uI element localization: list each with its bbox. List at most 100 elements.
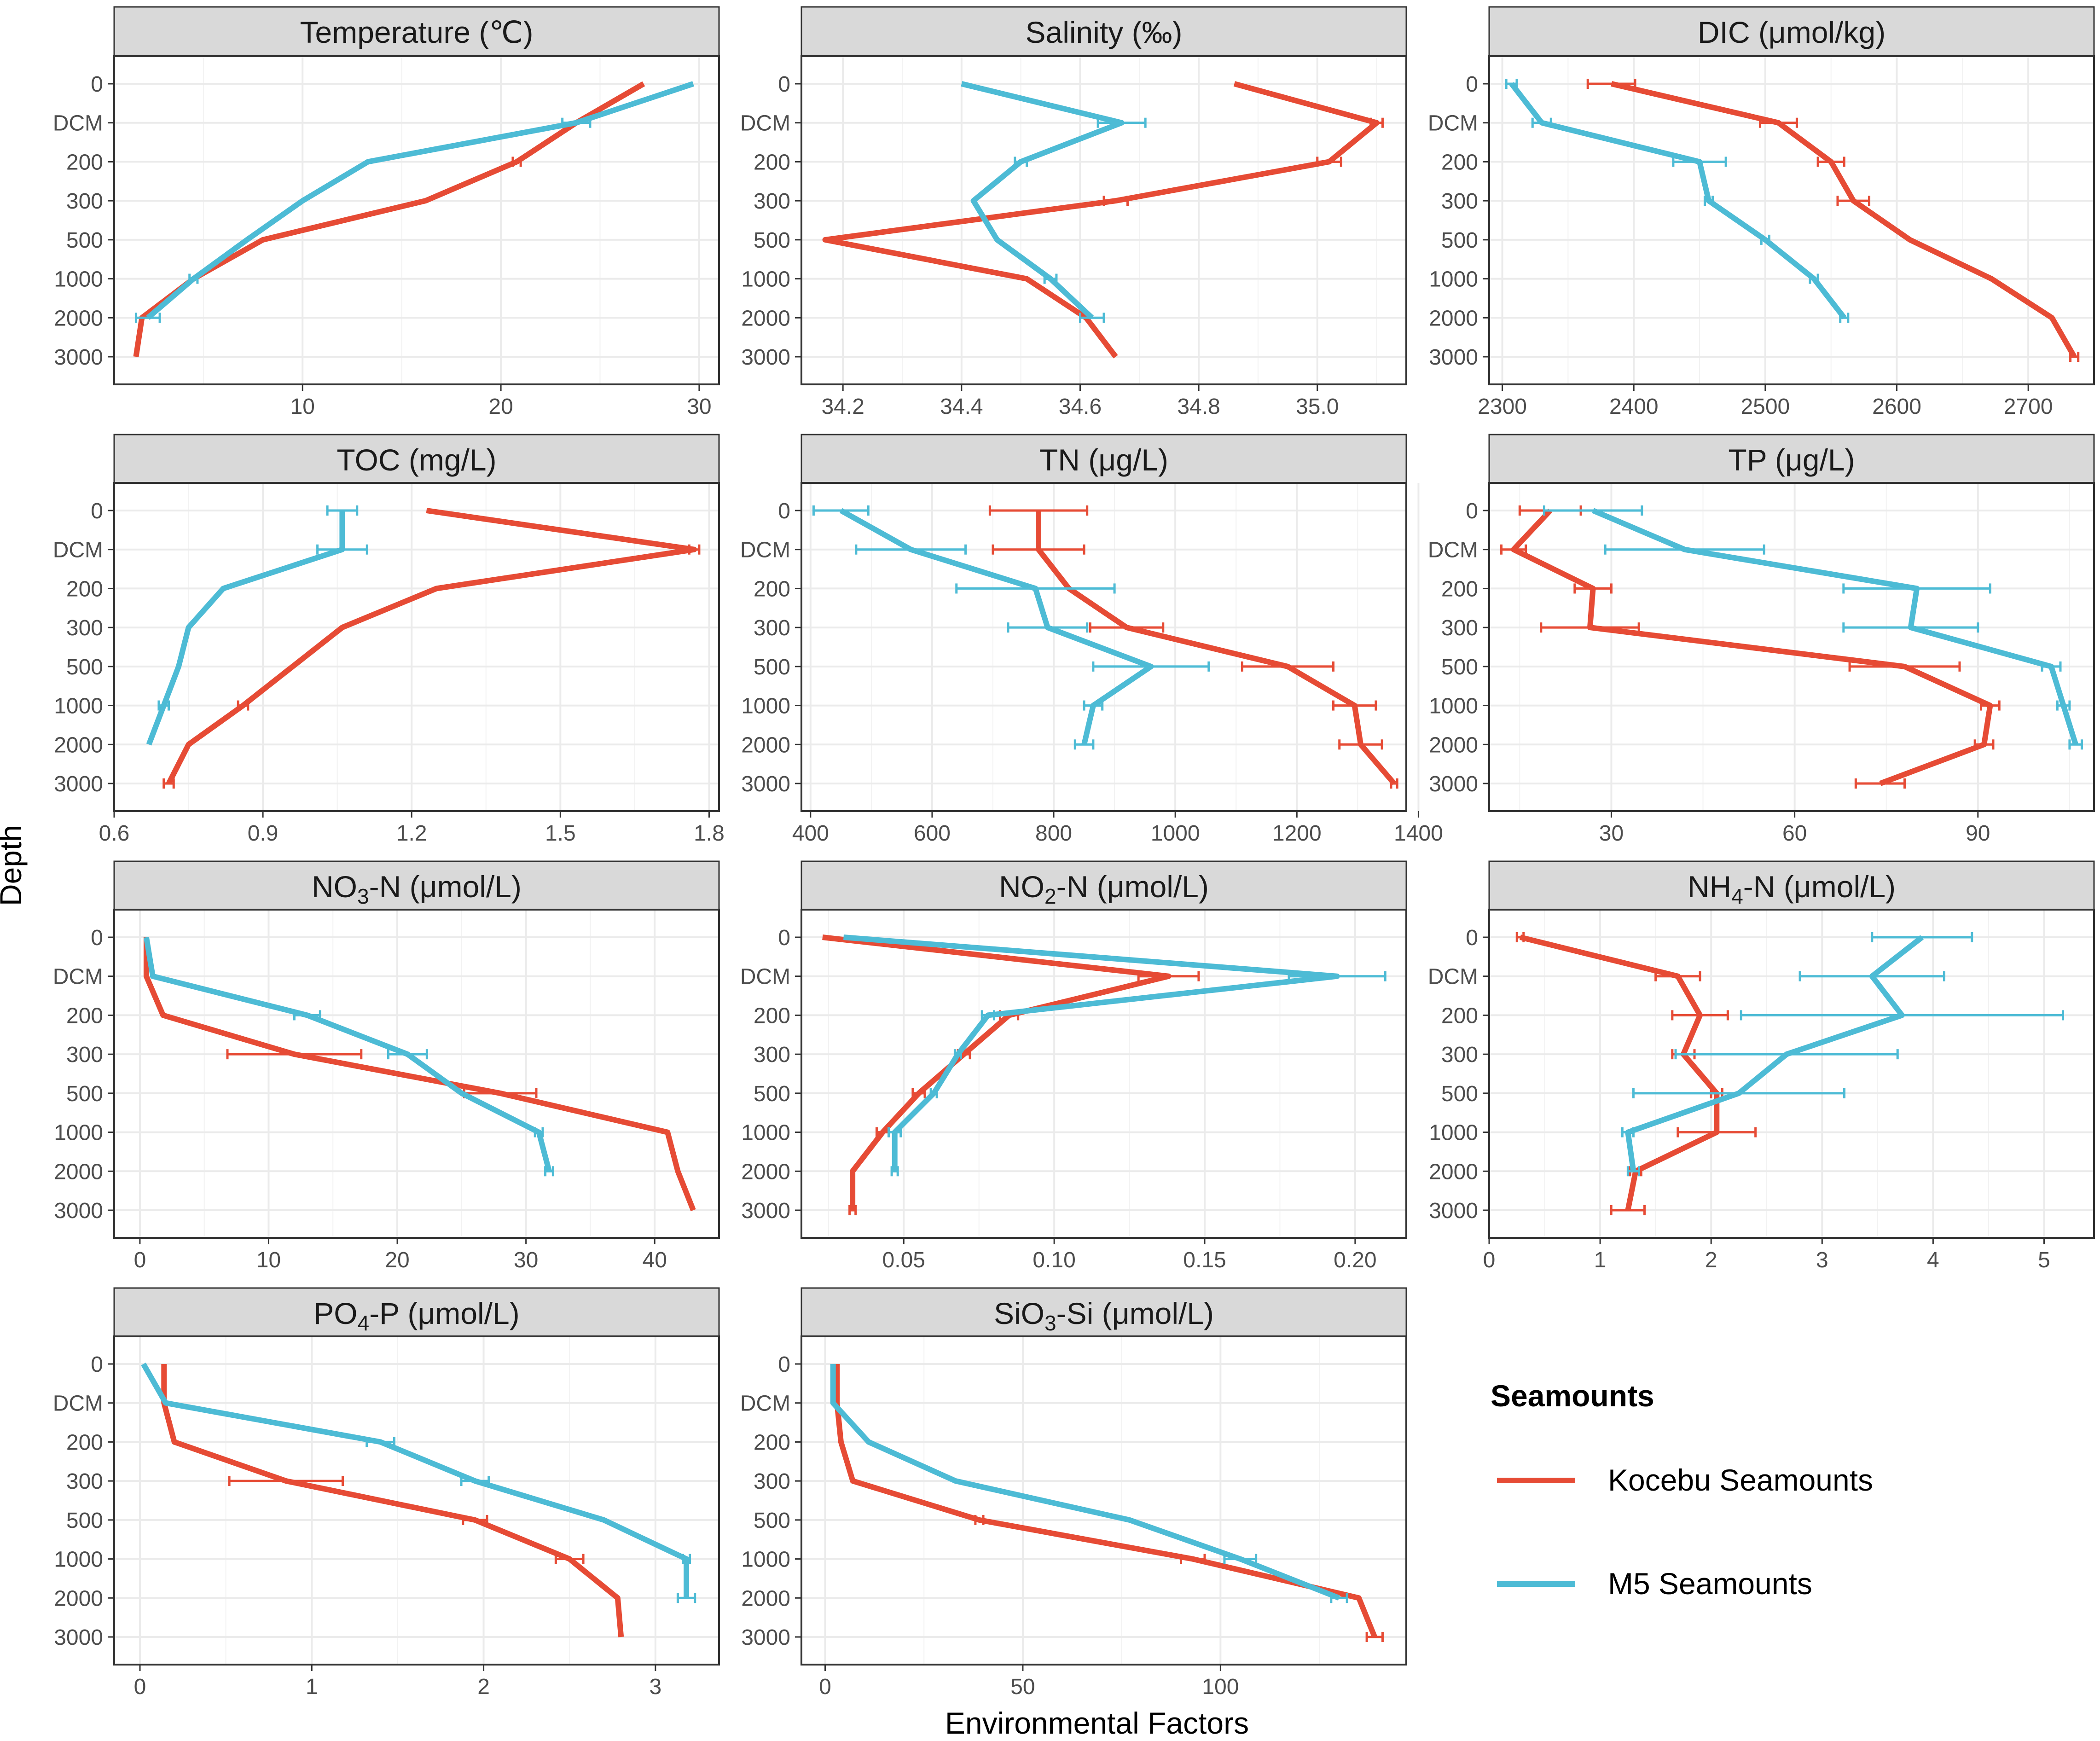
- y-tick-label: DCM: [1428, 111, 1478, 136]
- y-tick-label: 500: [1441, 228, 1478, 253]
- x-tick-label: 1.2: [396, 821, 427, 846]
- legend-label-kocebu: Kocebu Seamounts: [1608, 1463, 1873, 1497]
- series-m5: [146, 505, 368, 746]
- panel-title: NO3-N (μmol/L): [312, 870, 522, 908]
- x-tick-label: 0: [134, 1248, 146, 1272]
- panel-title-sub: 3: [1044, 1311, 1056, 1335]
- y-tick-label: 2000: [54, 1586, 103, 1611]
- x-tick-label: 2600: [1872, 395, 1921, 419]
- series-m5: [812, 505, 1210, 750]
- panel-title-main: PO: [313, 1296, 357, 1330]
- plot-area: [1489, 56, 2094, 384]
- y-tick-label: 1000: [741, 267, 790, 292]
- plot-area: [1489, 910, 2094, 1238]
- y-tick-label: 2000: [741, 733, 790, 757]
- series-kocebu: [143, 937, 696, 1212]
- x-tick-label: 35.0: [1296, 395, 1339, 419]
- panel-strip: [113, 434, 720, 486]
- series-m5: [134, 81, 694, 323]
- panels: Temperature (℃)0DCM200300500100020003000…: [53, 6, 2095, 1699]
- panel-title-rest: -N (μmol/L): [369, 870, 522, 904]
- x-tick-label: 0: [134, 1675, 146, 1699]
- panel-title: TOC (mg/L): [336, 443, 496, 477]
- panel-border: [113, 909, 720, 1239]
- x-tick-label: 1: [306, 1675, 318, 1699]
- series-m5: [1543, 505, 2083, 750]
- y-tick-label: 2000: [54, 306, 103, 331]
- y-tick-label: DCM: [1428, 538, 1478, 563]
- x-tick-label: 3: [650, 1675, 662, 1699]
- panel-title-rest: -N (μmol/L): [1056, 870, 1209, 904]
- x-tick-label: 800: [1035, 821, 1072, 846]
- series-line: [143, 937, 696, 1212]
- y-tick-label: 300: [66, 189, 103, 214]
- y-tick-label: 300: [1441, 1043, 1478, 1067]
- x-axis-title: Environmental Factors: [945, 1706, 1249, 1740]
- x-tick-label: 2: [477, 1675, 490, 1699]
- panel-5: TN (μg/L) 0 DCM 200 300 500 1000 2000 3000 400 600…: [740, 434, 1443, 846]
- series-line: [830, 1364, 1340, 1601]
- y-tick-label: DCM: [53, 1392, 103, 1416]
- x-tick-label: 1200: [1272, 821, 1322, 846]
- y-tick-label: 0: [1466, 499, 1478, 523]
- x-tick-label: 2300: [1478, 395, 1527, 419]
- x-tick-label: 34.6: [1059, 395, 1102, 419]
- series-line: [1509, 82, 1847, 319]
- panel-border: [801, 1335, 1407, 1666]
- series-line: [843, 934, 1340, 1172]
- y-tick-label: 0: [91, 926, 103, 950]
- series-m5: [143, 937, 554, 1177]
- x-tick-label: 1000: [1151, 821, 1200, 846]
- panel-11: SiO3-Si (μmol/L)0DCM20030050010002000300…: [740, 1287, 1407, 1699]
- x-tick-label: 10: [290, 395, 315, 419]
- y-tick-label: 0: [778, 72, 790, 97]
- panel-title-main: NO: [312, 870, 357, 904]
- y-tick-label: 300: [1441, 189, 1478, 214]
- panel-title-main: TOC (mg/L): [336, 443, 496, 477]
- panel-strip: [1488, 434, 2095, 486]
- panel-6: TP (μg/L) 0 DCM 200 300 500 1000 2000 3000 30 60 90: [1428, 434, 2095, 846]
- panel-border: [801, 55, 1407, 385]
- y-tick-label: 3000: [1429, 772, 1478, 796]
- series-m5: [1621, 932, 2064, 1177]
- y-tick-label: 500: [1441, 1082, 1478, 1106]
- panel-9: NH4-N (μmol/L)0DCM2003005001000200030000…: [1428, 860, 2095, 1272]
- y-tick-label: 3000: [741, 345, 790, 370]
- y-tick-label: 300: [754, 1469, 790, 1494]
- x-tick-label: 2: [1705, 1248, 1717, 1272]
- panel-strip: [113, 860, 720, 913]
- x-tick-label: 0.15: [1183, 1248, 1226, 1272]
- x-tick-label: 34.4: [940, 395, 983, 419]
- series-m5: [961, 81, 1147, 323]
- y-tick-label: 300: [66, 1043, 103, 1067]
- y-tick-label: 200: [754, 1004, 790, 1028]
- y-tick-label: 200: [66, 150, 103, 174]
- x-tick-label: 3: [1816, 1248, 1828, 1272]
- y-tick-label: 1000: [54, 267, 103, 292]
- series-line: [822, 81, 1380, 359]
- x-tick-label: 34.8: [1177, 395, 1220, 419]
- panel-border: [1488, 482, 2095, 812]
- y-axis-title: Depth: [0, 825, 28, 906]
- x-tick-label: 60: [1782, 821, 1807, 846]
- y-tick-label: DCM: [53, 111, 103, 136]
- series-line: [839, 508, 1154, 745]
- panel-title-rest: -P (μmol/L): [369, 1296, 520, 1330]
- panel-border: [801, 909, 1407, 1239]
- y-tick-label: 2000: [1429, 733, 1478, 757]
- panel-strip: [801, 1287, 1407, 1340]
- x-tick-label: 30: [687, 395, 711, 419]
- panel-title-sub: 4: [358, 1311, 370, 1335]
- legend-title: Seamounts: [1491, 1379, 1654, 1413]
- x-tick-label: 90: [1966, 821, 1990, 846]
- panel-strip: [801, 6, 1407, 58]
- y-tick-label: 500: [754, 1082, 790, 1106]
- y-tick-label: 200: [1441, 577, 1478, 601]
- x-tick-label: 30: [1599, 821, 1624, 846]
- panel-title: TP (μg/L): [1728, 443, 1855, 477]
- x-tick-label: 0.05: [882, 1248, 925, 1272]
- panel-7: NO3-N (μmol/L) 0 DCM 200 300 500 1000 2000 3000 0…: [53, 860, 720, 1272]
- y-tick-label: 1000: [54, 1548, 103, 1572]
- panel-strip: [801, 860, 1407, 913]
